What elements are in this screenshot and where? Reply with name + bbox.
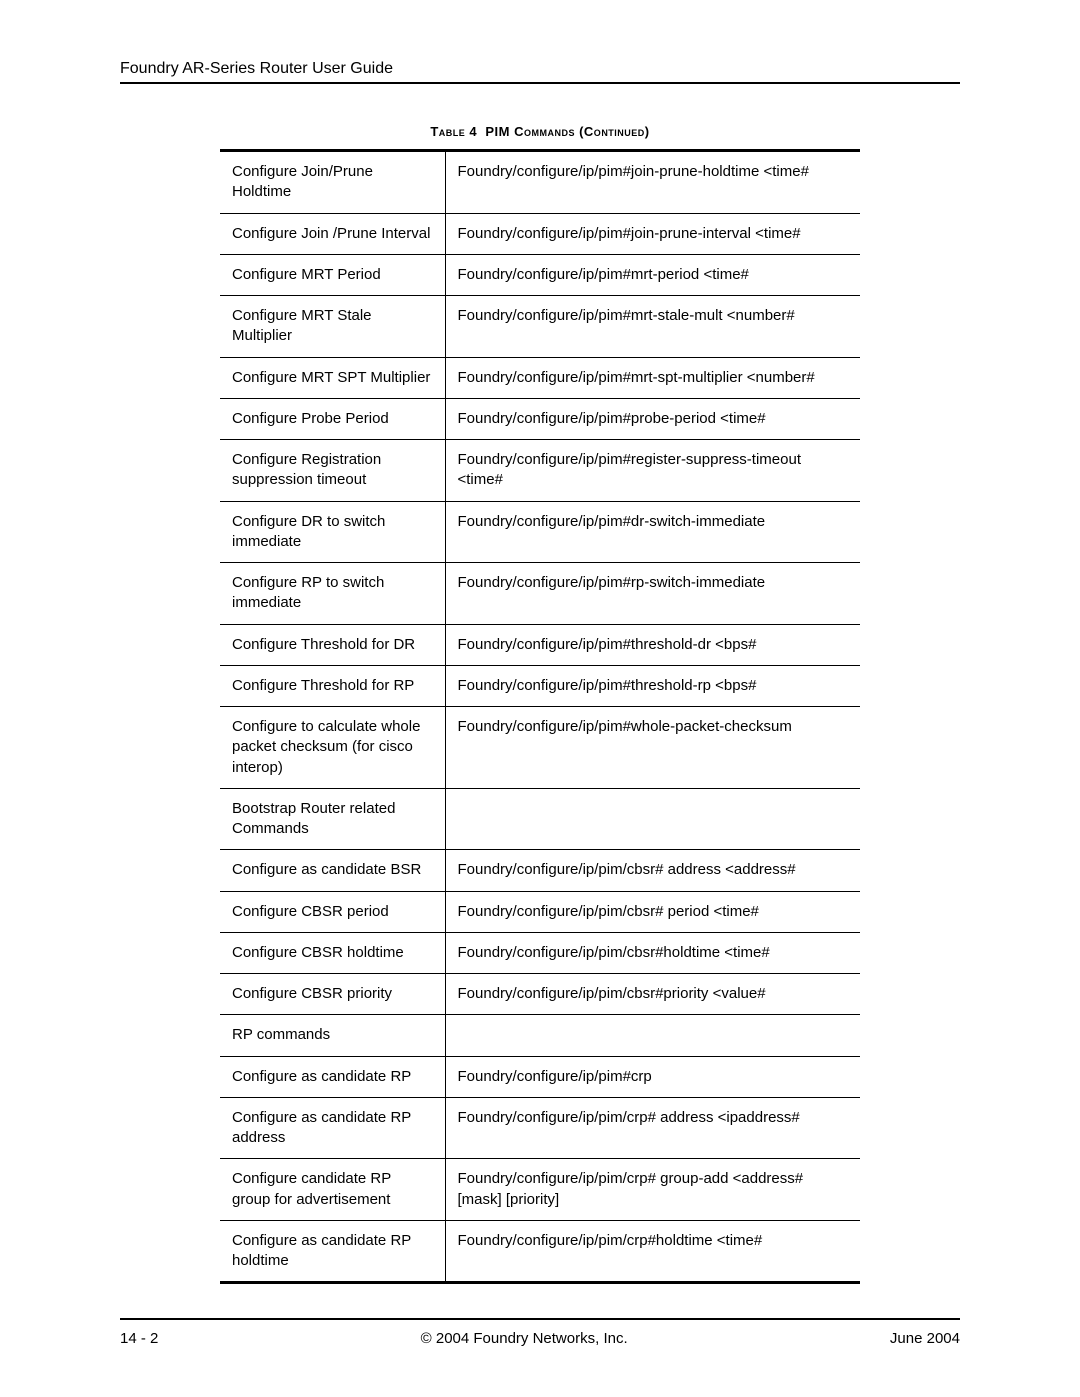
table-cell-description: Configure MRT Period <box>220 254 445 295</box>
table-cell-command: Foundry/configure/ip/pim#mrt-spt-multipl… <box>445 357 860 398</box>
table-cell-command: Foundry/configure/ip/pim/cbsr# period <t… <box>445 891 860 932</box>
table-row: RP commands <box>220 1015 860 1056</box>
table-cell-command <box>445 788 860 850</box>
header-rule <box>120 82 960 84</box>
table-cell-description: Configure CBSR holdtime <box>220 932 445 973</box>
table-cell-command <box>445 1015 860 1056</box>
table-cell-description: Configure to calculate whole packet chec… <box>220 707 445 789</box>
table-row: Configure MRT PeriodFoundry/configure/ip… <box>220 254 860 295</box>
table-cell-command: Foundry/configure/ip/pim#mrt-stale-mult … <box>445 296 860 358</box>
table-row: Configure Threshold for RPFoundry/config… <box>220 665 860 706</box>
table-cell-description: Configure candidate RP group for adverti… <box>220 1159 445 1221</box>
table-cell-description: Configure as candidate RP <box>220 1056 445 1097</box>
footer-date: June 2004 <box>890 1330 960 1347</box>
table-cell-description: Configure Probe Period <box>220 398 445 439</box>
table-cell-command: Foundry/configure/ip/pim#mrt-period <tim… <box>445 254 860 295</box>
table-cell-description: Configure as candidate RP address <box>220 1097 445 1159</box>
table-row: Configure to calculate whole packet chec… <box>220 707 860 789</box>
table-row: Configure Registration suppression timeo… <box>220 440 860 502</box>
table-cell-description: Configure Registration suppression timeo… <box>220 440 445 502</box>
table-cell-description: Configure Threshold for RP <box>220 665 445 706</box>
page-header-title: Foundry AR-Series Router User Guide <box>120 60 960 78</box>
table-caption-label: Table 4 <box>430 124 477 139</box>
table-row: Configure Probe PeriodFoundry/configure/… <box>220 398 860 439</box>
table-row: Configure CBSR periodFoundry/configure/i… <box>220 891 860 932</box>
table-row: Configure Join /Prune IntervalFoundry/co… <box>220 213 860 254</box>
table-cell-description: Configure CBSR priority <box>220 974 445 1015</box>
table-cell-description: Configure as candidate RP holdtime <box>220 1220 445 1283</box>
table-cell-command: Foundry/configure/ip/pim/cbsr# address <… <box>445 850 860 891</box>
table-cell-description: Configure CBSR period <box>220 891 445 932</box>
table-row: Configure MRT SPT MultiplierFoundry/conf… <box>220 357 860 398</box>
table-cell-description: RP commands <box>220 1015 445 1056</box>
table-caption: Table 4 PIM Commands (Continued) <box>120 124 960 139</box>
table-body: Configure Join/Prune HoldtimeFoundry/con… <box>220 151 860 1283</box>
table-cell-description: Configure MRT Stale Multiplier <box>220 296 445 358</box>
table-row: Configure candidate RP group for adverti… <box>220 1159 860 1221</box>
table-cell-command: Foundry/configure/ip/pim#probe-period <t… <box>445 398 860 439</box>
table-cell-description: Configure Threshold for DR <box>220 624 445 665</box>
table-row: Configure Join/Prune HoldtimeFoundry/con… <box>220 151 860 214</box>
footer-rule <box>120 1318 960 1320</box>
table-cell-command: Foundry/configure/ip/pim/crp#holdtime <t… <box>445 1220 860 1283</box>
table-cell-command: Foundry/configure/ip/pim/crp# address <i… <box>445 1097 860 1159</box>
table-cell-description: Configure MRT SPT Multiplier <box>220 357 445 398</box>
table-cell-description: Configure Join /Prune Interval <box>220 213 445 254</box>
table-cell-command: Foundry/configure/ip/pim#register-suppre… <box>445 440 860 502</box>
table-cell-command: Foundry/configure/ip/pim#threshold-dr <b… <box>445 624 860 665</box>
table-cell-description: Configure DR to switch immediate <box>220 501 445 563</box>
table-cell-command: Foundry/configure/ip/pim#crp <box>445 1056 860 1097</box>
table-cell-command: Foundry/configure/ip/pim#dr-switch-immed… <box>445 501 860 563</box>
table-row: Configure as candidate RP holdtimeFoundr… <box>220 1220 860 1283</box>
table-cell-command: Foundry/configure/ip/pim/cbsr#priority <… <box>445 974 860 1015</box>
footer-copyright: © 2004 Foundry Networks, Inc. <box>421 1330 628 1347</box>
table-cell-command: Foundry/configure/ip/pim#whole-packet-ch… <box>445 707 860 789</box>
table-cell-description: Bootstrap Router related Commands <box>220 788 445 850</box>
table-row: Configure DR to switch immediateFoundry/… <box>220 501 860 563</box>
table-cell-command: Foundry/configure/ip/pim#join-prune-inte… <box>445 213 860 254</box>
table-cell-description: Configure as candidate BSR <box>220 850 445 891</box>
table-row: Configure MRT Stale MultiplierFoundry/co… <box>220 296 860 358</box>
table-cell-command: Foundry/configure/ip/pim#join-prune-hold… <box>445 151 860 214</box>
table-caption-title: PIM Commands (Continued) <box>485 124 649 139</box>
table-row: Configure RP to switch immediateFoundry/… <box>220 563 860 625</box>
table-cell-command: Foundry/configure/ip/pim#threshold-rp <b… <box>445 665 860 706</box>
table-row: Configure CBSR holdtimeFoundry/configure… <box>220 932 860 973</box>
table-row: Configure CBSR priorityFoundry/configure… <box>220 974 860 1015</box>
table-cell-command: Foundry/configure/ip/pim/cbsr#holdtime <… <box>445 932 860 973</box>
pim-commands-table: Configure Join/Prune HoldtimeFoundry/con… <box>220 149 860 1284</box>
table-row: Configure as candidate RP addressFoundry… <box>220 1097 860 1159</box>
table-cell-description: Configure Join/Prune Holdtime <box>220 151 445 214</box>
page-footer: 14 - 2 © 2004 Foundry Networks, Inc. Jun… <box>120 1318 960 1347</box>
table-cell-description: Configure RP to switch immediate <box>220 563 445 625</box>
table-row: Bootstrap Router related Commands <box>220 788 860 850</box>
footer-page-number: 14 - 2 <box>120 1330 158 1347</box>
table-cell-command: Foundry/configure/ip/pim#rp-switch-immed… <box>445 563 860 625</box>
table-row: Configure Threshold for DRFoundry/config… <box>220 624 860 665</box>
table-cell-command: Foundry/configure/ip/pim/crp# group-add … <box>445 1159 860 1221</box>
table-row: Configure as candidate RPFoundry/configu… <box>220 1056 860 1097</box>
table-row: Configure as candidate BSRFoundry/config… <box>220 850 860 891</box>
footer-row: 14 - 2 © 2004 Foundry Networks, Inc. Jun… <box>120 1330 960 1347</box>
